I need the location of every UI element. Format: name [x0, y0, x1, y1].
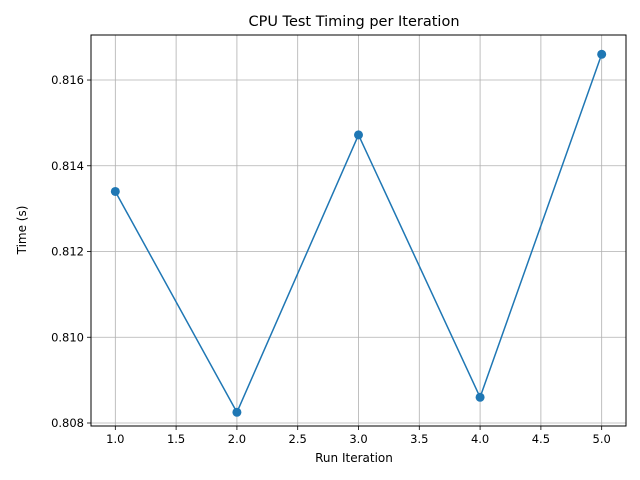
y-tick-label: 0.812	[51, 245, 84, 259]
series-layer	[110, 49, 607, 417]
y-tick-label: 0.808	[51, 416, 84, 430]
grid	[91, 35, 626, 426]
data-point	[475, 392, 485, 402]
x-tick-label: 3.5	[410, 432, 428, 446]
x-tick-label: 1.5	[167, 432, 185, 446]
x-axis-label: Run Iteration	[315, 451, 393, 465]
x-tick-label: 4.0	[471, 432, 489, 446]
x-tick-label: 2.0	[228, 432, 246, 446]
data-point	[232, 407, 242, 417]
x-tick-label: 4.5	[532, 432, 550, 446]
x-tick-label: 3.0	[349, 432, 367, 446]
y-axis-label: Time (s)	[15, 206, 29, 256]
x-tick-label: 2.5	[289, 432, 307, 446]
y-tick-label: 0.814	[51, 159, 84, 173]
x-tick-label: 1.0	[106, 432, 124, 446]
y-tick-label: 0.810	[51, 330, 84, 344]
y-tick-label: 0.816	[51, 73, 84, 87]
x-tick-label: 5.0	[593, 432, 611, 446]
chart-title: CPU Test Timing per Iteration	[248, 14, 459, 30]
data-point	[354, 130, 363, 140]
data-point	[597, 49, 607, 59]
axis-ticks: 1.0 1.5 2.0 2.5 3.0 3.5 4.0 4.5 5.0 0.808 0.810 0.8…	[51, 73, 611, 446]
data-point	[110, 186, 120, 196]
